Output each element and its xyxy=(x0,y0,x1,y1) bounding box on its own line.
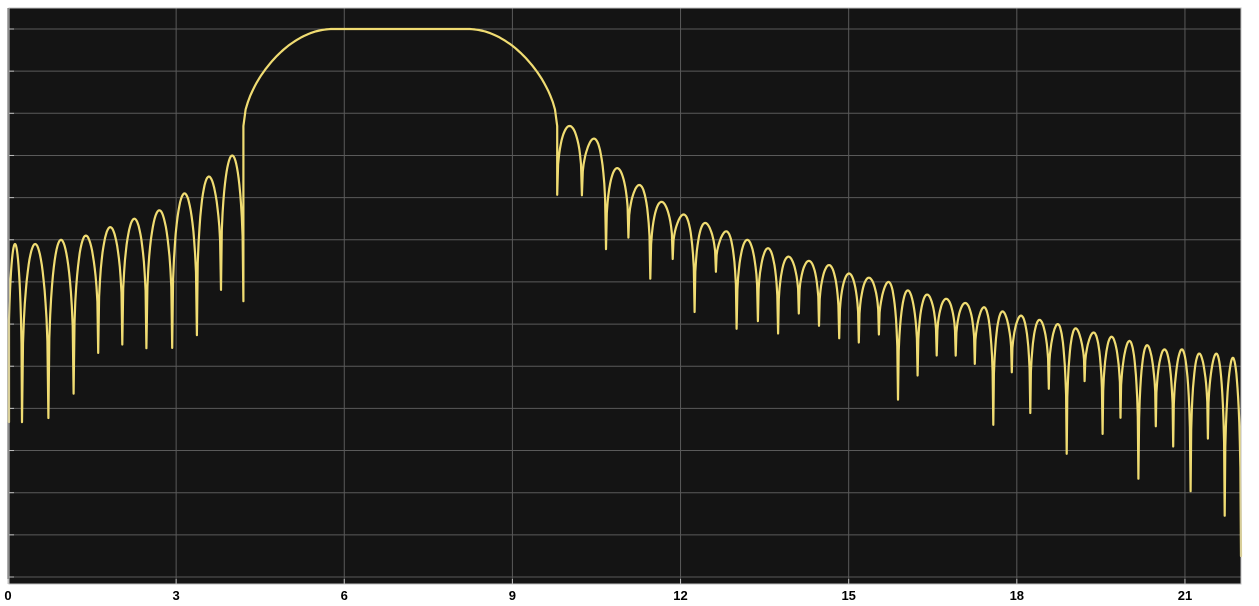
grid-lines xyxy=(7,8,1241,584)
x-tick-label: 15 xyxy=(841,588,855,603)
plot-frame xyxy=(8,7,1242,585)
series-line xyxy=(7,27,1243,558)
x-tick-label: 21 xyxy=(1178,588,1192,603)
x-tick-label: 6 xyxy=(341,588,348,603)
x-tick-label: 9 xyxy=(509,588,516,603)
x-tick-label: 12 xyxy=(673,588,687,603)
trace-layer xyxy=(7,27,1243,558)
x-tick-label: 18 xyxy=(1010,588,1024,603)
plot-area xyxy=(9,8,1241,584)
x-tick-label: 3 xyxy=(173,588,180,603)
x-tick-label: 0 xyxy=(4,588,11,603)
x-axis-ticks: 0 3 6 9 12 15 18 21 xyxy=(4,579,1192,603)
